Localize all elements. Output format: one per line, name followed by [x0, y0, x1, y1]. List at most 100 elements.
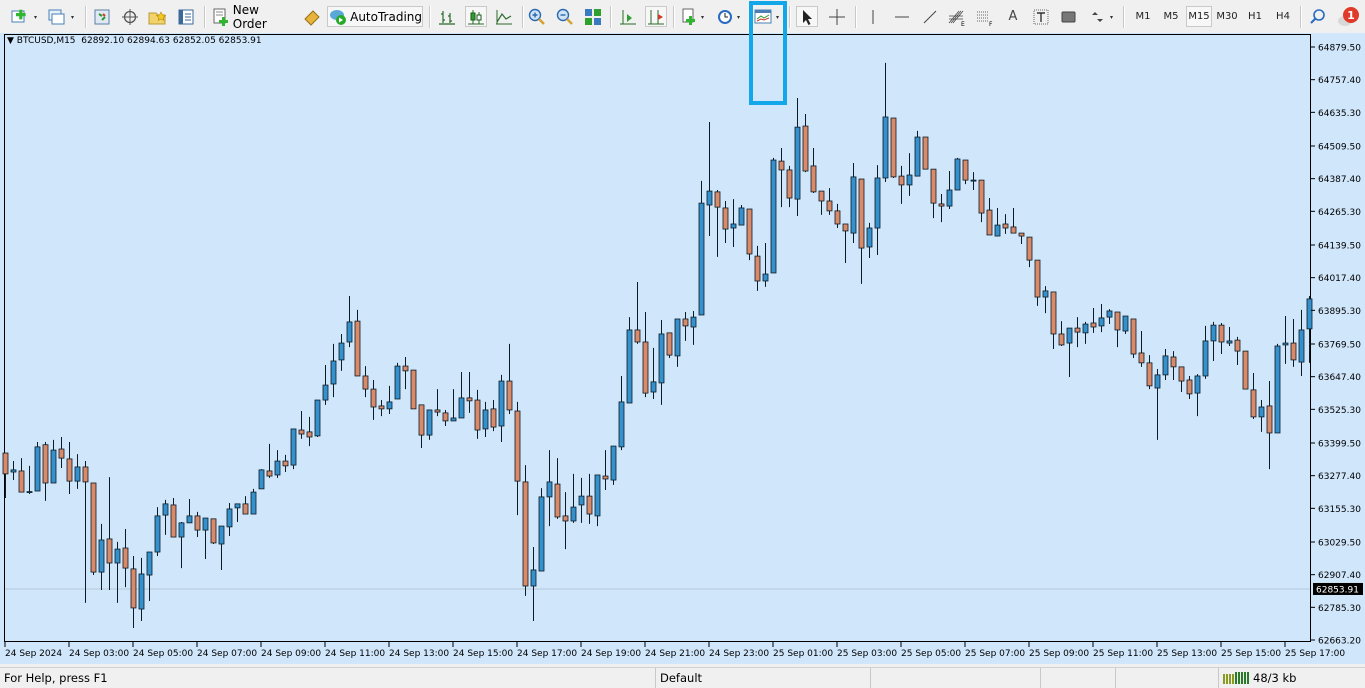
- cursor-button[interactable]: [796, 6, 818, 27]
- horizontal-line-button[interactable]: [892, 6, 912, 27]
- y-tick-label: 64509.50: [1318, 142, 1361, 152]
- zoom-in-icon: [528, 8, 545, 25]
- connection-bar: [1235, 672, 1237, 684]
- bear-candle: [890, 117, 897, 178]
- search-button[interactable]: [1308, 6, 1328, 27]
- plot-area[interactable]: [4, 34, 1311, 642]
- tile-windows-button[interactable]: [583, 6, 603, 27]
- bull-candle: [138, 573, 145, 610]
- bear-candle: [522, 481, 529, 587]
- periodicity-button[interactable]: [715, 6, 745, 27]
- collapse-triangle-icon[interactable]: ▼: [7, 36, 14, 46]
- text-button[interactable]: A: [1003, 6, 1023, 27]
- zoom-out-button[interactable]: [555, 6, 575, 27]
- connection-bar: [1232, 674, 1234, 684]
- bull-candle: [1282, 342, 1289, 346]
- highlight-box: [749, 1, 787, 105]
- period-m15[interactable]: M15: [1186, 6, 1212, 27]
- period-m5[interactable]: M5: [1163, 11, 1179, 22]
- fibo-fan-button[interactable]: F: [975, 6, 995, 27]
- new-chart-button[interactable]: [8, 6, 42, 27]
- x-tick-label: 24 Sep 11:00: [325, 649, 385, 659]
- bear-candle: [418, 404, 425, 436]
- x-tick-label: 25 Sep 01:00: [773, 649, 833, 659]
- bar-chart-button[interactable]: [437, 6, 457, 27]
- bull-candle: [314, 399, 321, 437]
- new-order-button[interactable]: New Order: [212, 3, 296, 31]
- y-tick-label: 63647.40: [1318, 373, 1361, 383]
- bear-candle: [810, 165, 817, 193]
- bull-candle: [1066, 327, 1073, 344]
- fibonacci-button[interactable]: E: [947, 6, 967, 27]
- bear-candle: [90, 482, 97, 573]
- crosshair-button[interactable]: [827, 6, 847, 27]
- templates-button[interactable]: [753, 6, 783, 27]
- bull-candle: [26, 491, 33, 493]
- period-m1[interactable]: M1: [1135, 11, 1151, 22]
- x-tick-label: 24 Sep 05:00: [133, 649, 193, 659]
- bull-candle: [618, 401, 625, 448]
- bear-candle: [474, 399, 481, 431]
- bull-candle: [850, 176, 857, 234]
- chart-window[interactable]: 64879.50 64757.40 64635.30 64509.50 64387.40…: [0, 33, 1365, 664]
- x-tick-label: 25 Sep 03:00: [837, 649, 897, 659]
- connection-bars-icon: [1223, 672, 1249, 684]
- symbol-ohlc: BTCUSD,M15 62892.10 62894.63 62852.05 62…: [16, 36, 262, 46]
- profiles-button[interactable]: [46, 6, 78, 27]
- period-m30[interactable]: M30: [1216, 11, 1238, 22]
- autoscroll-button[interactable]: [645, 6, 667, 27]
- bull-candle: [1194, 375, 1201, 394]
- periodicity-icon: [718, 9, 740, 24]
- y-tick-label: 63277.40: [1318, 472, 1361, 482]
- vertical-line-button[interactable]: [863, 6, 883, 27]
- bear-candle: [506, 380, 513, 411]
- rectangle-icon: [1061, 11, 1076, 22]
- bull-candle: [1258, 406, 1265, 418]
- chart-shift-button[interactable]: [618, 6, 638, 27]
- bull-candle: [674, 318, 681, 357]
- bear-candle: [802, 125, 809, 172]
- bear-candle: [930, 168, 937, 204]
- bear-candle: [298, 429, 305, 435]
- bear-candle: [490, 408, 497, 428]
- bear-candle: [18, 470, 25, 493]
- bear-candle: [978, 179, 985, 214]
- text-label-button[interactable]: [1031, 6, 1051, 27]
- bull-candle: [570, 506, 577, 522]
- connection-status[interactable]: 48/3 kb: [1218, 668, 1296, 688]
- bear-candle: [634, 329, 641, 343]
- bear-candle: [642, 341, 649, 394]
- terminal-button[interactable]: [176, 6, 196, 27]
- trendline-button[interactable]: [920, 6, 940, 27]
- favorites-button[interactable]: [148, 6, 168, 27]
- bull-candle: [546, 481, 553, 498]
- bull-candle: [954, 158, 961, 191]
- notifications-button[interactable]: 1: [1336, 6, 1362, 27]
- bear-candle: [1018, 232, 1025, 237]
- market-watch-button[interactable]: [92, 6, 112, 27]
- new-chart-icon: [11, 9, 37, 22]
- metaeditor-button[interactable]: [301, 6, 323, 27]
- period-h1[interactable]: H1: [1248, 11, 1262, 22]
- period-h4[interactable]: H4: [1276, 11, 1290, 22]
- zoom-in-button[interactable]: [527, 6, 547, 27]
- bull-candle: [322, 384, 329, 401]
- search-icon: [1310, 8, 1325, 24]
- navigator-button[interactable]: [120, 6, 140, 27]
- candlestick-button[interactable]: [465, 6, 487, 27]
- rectangle-button[interactable]: [1059, 6, 1079, 27]
- bull-candle: [690, 316, 697, 328]
- x-tick-label: 24 Sep 15:00: [453, 649, 513, 659]
- templates-icon: [754, 9, 779, 23]
- bull-candle: [770, 159, 777, 274]
- chart-shift-icon: [620, 9, 636, 24]
- line-chart-button[interactable]: [494, 6, 514, 27]
- bear-candle: [682, 318, 689, 327]
- autotrading-button[interactable]: AutoTrading: [327, 6, 423, 27]
- bull-candle: [10, 469, 17, 473]
- connection-bar: [1226, 674, 1228, 684]
- arrows-button[interactable]: [1087, 6, 1117, 27]
- bull-candle: [50, 449, 57, 484]
- help-text: For Help, press F1: [4, 671, 108, 685]
- indicators-button[interactable]: [680, 6, 710, 27]
